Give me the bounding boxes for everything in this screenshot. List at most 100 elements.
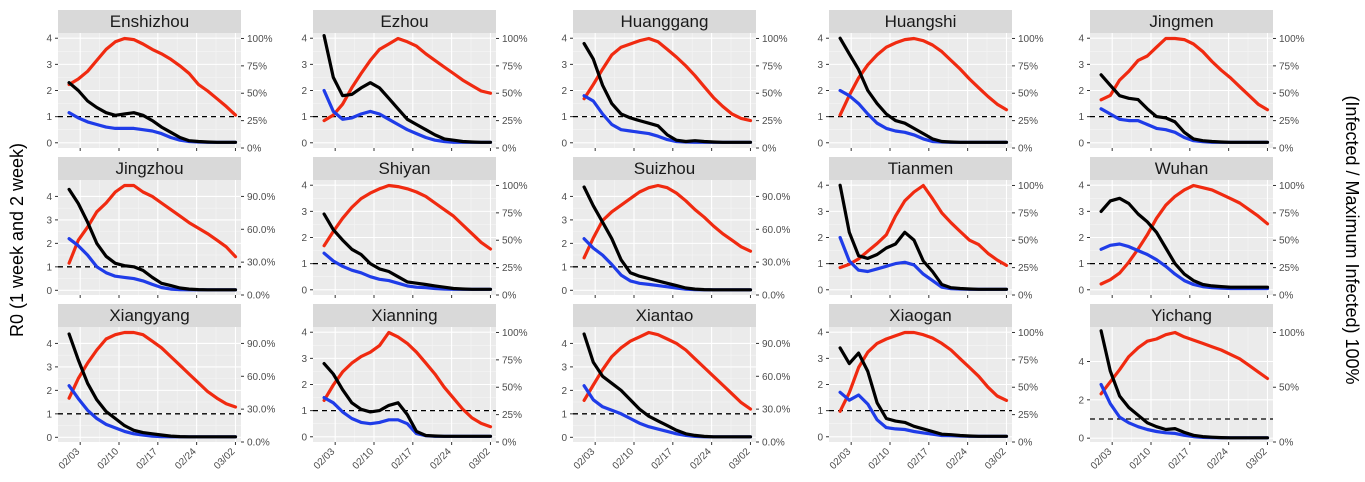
secondary-tick-label: 75% (1018, 61, 1038, 72)
secondary-tick-label: 100% (247, 34, 273, 45)
x-tick-label: 02/24 (1205, 446, 1231, 472)
panel-title: Suizhou (634, 159, 695, 178)
series-line-infected-pct (582, 36, 753, 123)
secondary-tick-label: 0.0% (247, 291, 270, 302)
secondary-tick-label: 0.0% (762, 438, 785, 449)
panel-title: Jingmen (1149, 12, 1213, 31)
x-tick-label: 02/17 (134, 446, 160, 472)
secondary-tick-label: 75% (502, 61, 522, 72)
secondary-tick-label: 25% (1018, 410, 1038, 421)
secondary-tick-label: 100% (1018, 181, 1044, 192)
y-tick-label: 0 (1078, 138, 1084, 149)
series-line-r0-1-week (838, 36, 1009, 144)
panel-title: Shiyan (379, 159, 431, 178)
y-tick-label: 3 (301, 207, 307, 218)
y-tick-label: 1 (1078, 112, 1084, 123)
series-line-infected-pct (322, 36, 493, 123)
y-tick-label: 1 (561, 409, 567, 420)
secondary-tick-label: 0% (502, 144, 517, 155)
series-line-infected-pct (838, 330, 1009, 413)
x-tick-label: 02/17 (905, 446, 931, 472)
panel: Xiaogan 0 1 2 3 4 0% 25% 50% 75% 100% 02/03 02/10 02/… (817, 304, 1044, 472)
series-line-r0-1-week (322, 34, 493, 144)
secondary-tick-label: 30.0% (762, 405, 790, 416)
panel: Jingzhou 0 1 2 3 4 0.0% 30.0% 60.0% 90.0% (46, 157, 275, 302)
panel-title: Xianning (371, 306, 437, 325)
x-tick-label: 02/03 (572, 446, 598, 472)
panel-title: Xiantao (636, 306, 694, 325)
y-tick-label: 0 (301, 432, 307, 443)
x-tick-label: 02/17 (649, 446, 675, 472)
panel-strip (313, 304, 496, 327)
series-line-r0-1-week (322, 362, 493, 438)
y-tick-label: 3 (46, 215, 52, 226)
secondary-tick-label: 60.0% (247, 225, 275, 236)
y-tick-label: 4 (301, 34, 307, 45)
x-tick-label: 02/24 (428, 446, 454, 472)
secondary-tick-label: 75% (502, 208, 522, 219)
panel-strip (829, 304, 1012, 327)
secondary-tick-label: 100% (762, 34, 788, 45)
series-line-infected-pct (582, 183, 753, 260)
panel: Xianning 0 1 2 3 4 0% 25% 50% 75% 100% 02/03 02/10 02… (301, 304, 528, 472)
panel-title: Yichang (1151, 306, 1212, 325)
panel: Shiyan 0 1 2 3 4 0% 25% 50% 75% 100% (301, 157, 528, 302)
x-tick-label: 02/17 (389, 446, 415, 472)
y-tick-label: 2 (1078, 395, 1084, 406)
y-tick-label: 4 (46, 339, 52, 350)
y-tick-label: 3 (46, 362, 52, 373)
x-tick-label: 02/24 (688, 446, 714, 472)
series-line-r0-1-week (322, 212, 493, 291)
panel-title: Wuhan (1155, 159, 1209, 178)
panel-title: Ezhou (380, 12, 428, 31)
panel-strip (58, 10, 241, 33)
secondary-tick-label: 50% (502, 383, 522, 394)
series-line-infected-pct (67, 183, 238, 265)
panel-strip (313, 157, 496, 180)
y-axis-title-right: (Infected / Maximum Infected) 100% (1342, 95, 1362, 384)
y-tick-label: 0 (561, 433, 567, 444)
series-line-r0-1-week (1099, 73, 1270, 144)
panel-title: Huangshi (885, 12, 957, 31)
panel-background (58, 327, 241, 442)
y-tick-label: 0 (301, 285, 307, 296)
panel: Yichang 0 2 4 0% 50% 100% 02/03 02/10 02/17 02/24 0… (1078, 304, 1305, 472)
y-tick-label: 1 (46, 409, 52, 420)
y-tick-label: 3 (1078, 60, 1084, 71)
y-tick-label: 0 (817, 138, 823, 149)
secondary-tick-label: 100% (502, 181, 528, 192)
y-tick-label: 0 (561, 138, 567, 149)
y-tick-label: 0 (561, 286, 567, 297)
panel-title: Xiangyang (109, 306, 189, 325)
y-tick-label: 4 (561, 339, 567, 350)
secondary-tick-label: 50% (1279, 236, 1299, 247)
panel: Wuhan 0 1 2 3 4 0% 25% 50% 75% 100% (1078, 157, 1305, 302)
secondary-tick-label: 100% (1279, 328, 1305, 339)
y-tick-label: 1 (301, 406, 307, 417)
y-tick-label: 4 (1078, 181, 1084, 192)
y-tick-label: 3 (301, 354, 307, 365)
x-tick-label: 02/03 (57, 446, 83, 472)
x-tick-label: 02/03 (1089, 446, 1115, 472)
panel: Jingmen 0 1 2 3 4 0% 25% 50% 75% 100% (1078, 10, 1305, 155)
secondary-tick-label: 75% (1018, 208, 1038, 219)
x-tick-label: 02/24 (173, 446, 199, 472)
y-tick-label: 4 (301, 328, 307, 339)
y-tick-label: 2 (301, 86, 307, 97)
series-line-r0-1-week (582, 185, 753, 292)
y-tick-label: 1 (561, 262, 567, 273)
y-axis-title-left: R0 (1 week and 2 week) (7, 143, 27, 337)
secondary-tick-label: 50% (1018, 236, 1038, 247)
y-tick-label: 1 (301, 112, 307, 123)
x-tick-label: 02/17 (1166, 446, 1192, 472)
secondary-tick-label: 50% (1018, 383, 1038, 394)
y-tick-label: 2 (46, 239, 52, 250)
series-line-infected-pct (322, 183, 493, 251)
y-tick-label: 2 (561, 386, 567, 397)
secondary-tick-label: 25% (1018, 116, 1038, 127)
x-tick-label: 03/02 (212, 446, 238, 472)
panel-grid: Enshizhou012340%25%50%75%100%Ezhou012340… (46, 10, 1305, 472)
panel-title: Xiaogan (889, 306, 951, 325)
y-tick-label: 2 (561, 86, 567, 97)
